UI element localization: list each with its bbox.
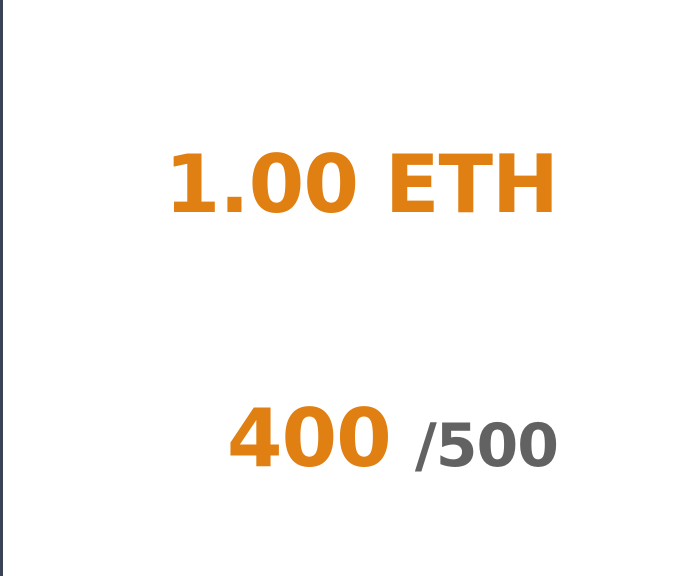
price-row: 1.00 ETH <box>164 138 559 232</box>
mint-price: 1.00 ETH <box>164 138 559 231</box>
supply-counter: 400/500 <box>226 392 559 493</box>
total-supply: /500 <box>414 411 559 481</box>
panel-left-border <box>0 0 3 576</box>
minted-count: 400 <box>226 392 392 485</box>
